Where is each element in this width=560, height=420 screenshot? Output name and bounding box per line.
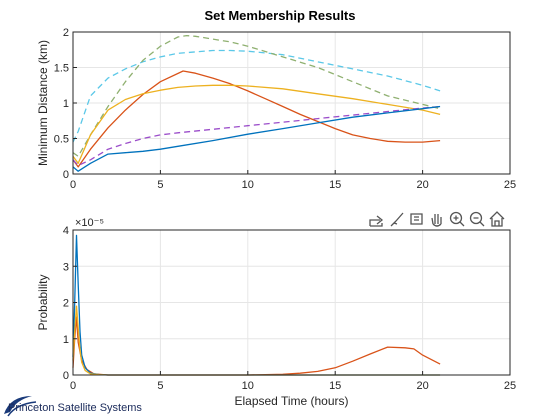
bottom-series-line-0	[72, 316, 441, 376]
axes-toolbar	[369, 211, 505, 227]
top-ytick-label-3: 1.5	[54, 63, 69, 75]
home-icon[interactable]	[489, 211, 505, 227]
psi-logo: Princeton Satellite Systems	[4, 396, 142, 417]
zoom-out-icon[interactable]	[469, 211, 485, 227]
top-xtick-label-2: 10	[242, 179, 254, 191]
top-xtick-label-0: 0	[70, 179, 76, 191]
top-ytick-label-4: 2	[63, 27, 69, 39]
brush-icon[interactable]	[390, 212, 404, 227]
top-xtick-label-4: 20	[416, 179, 428, 191]
logo-swoosh-icon	[4, 396, 32, 414]
bottom-ytick-label-1: 1	[63, 334, 69, 346]
figure-title: Set Membership Results	[205, 8, 356, 23]
bottom-xlabel: Elapsed Time (hours)	[234, 394, 348, 408]
top-ytick-label-1: 0.5	[54, 134, 69, 146]
bottom-xtick-label-3: 15	[329, 380, 341, 392]
zoom-in-icon[interactable]	[449, 211, 465, 227]
top-series-line-0	[72, 49, 441, 143]
top-series-line-4	[72, 105, 441, 167]
bottom-xtick-label-1: 5	[157, 380, 163, 392]
bottom-exponent-label: ×10⁻⁵	[75, 217, 104, 229]
top-series-line-1	[72, 34, 441, 157]
top-xtick-label-3: 15	[329, 179, 341, 191]
datatip-icon[interactable]	[410, 213, 423, 225]
bottom-xtick-label-5: 25	[504, 380, 516, 392]
bottom-xtick-label-0: 0	[70, 380, 76, 392]
bottom-ytick-label-3: 3	[63, 261, 69, 273]
top-xtick-label-5: 25	[504, 179, 516, 191]
top-ytick-label-2: 1	[63, 98, 69, 110]
bottom-ylabel: Probability	[36, 274, 50, 330]
bottom-ytick-label-4: 4	[63, 225, 69, 237]
top-ylabel: Minimum Distance (km)	[36, 40, 50, 166]
top-xtick-label-1: 5	[157, 179, 163, 191]
pan-icon[interactable]	[431, 214, 442, 227]
bottom-axes[interactable]: 0 5 10 15 20 25 0 1 2 3 4 Probability Elapsed Time (…	[36, 217, 516, 408]
top-ytick-label-0: 0	[63, 169, 69, 181]
logo-text: Princeton Satellite Systems	[8, 402, 142, 414]
bottom-xtick-label-2: 10	[242, 380, 254, 392]
top-series-line-2	[72, 70, 441, 168]
bottom-ytick-label-2: 2	[63, 298, 69, 310]
bottom-xtick-label-4: 20	[416, 380, 428, 392]
top-axes[interactable]: 0 5 10 15 20 25 0 0.5 1 1.5 2 Minimum Distance (km)	[36, 27, 516, 191]
top-series-line-3	[72, 84, 441, 164]
export-icon[interactable]	[369, 215, 384, 227]
bottom-ytick-label-0: 0	[63, 370, 69, 382]
bottom-series-line-1	[72, 234, 441, 376]
top-series-line-5	[72, 105, 441, 172]
bottom-series-line-2	[72, 305, 441, 376]
